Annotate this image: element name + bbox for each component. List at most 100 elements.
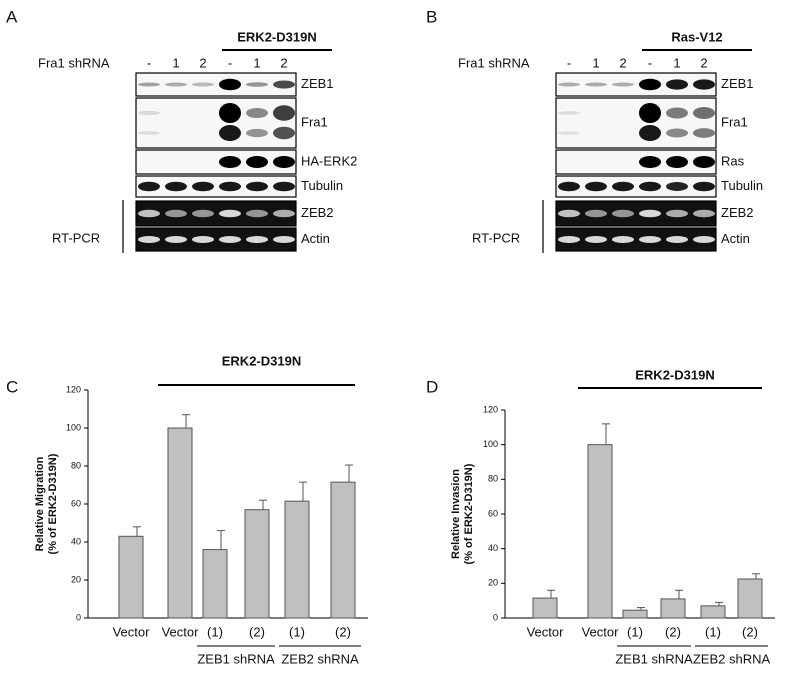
band [693,79,715,90]
band [666,128,688,138]
bar [700,605,726,619]
y-axis-label: (% of ERK2-D319N) [463,463,475,564]
panel-label: D [426,377,438,396]
band [558,209,580,218]
rt-pcr-label: RT-PCR [472,230,520,245]
lane-label: - [567,55,571,70]
y-tick-label: 100 [66,422,81,432]
blot-frame [555,200,717,227]
band [219,236,241,243]
x-tick-label: Vector [527,624,565,639]
y-tick-label: 20 [488,578,498,588]
x-tick-label: Vector [113,624,151,639]
band [558,131,580,135]
x-tick-label: (1) [289,624,305,639]
rt-pcr-label: RT-PCR [52,230,100,245]
band [558,111,580,115]
band [138,110,160,116]
y-tick-label: 100 [483,439,498,449]
x-tick-label: (1) [207,624,223,639]
y-axis-label: Relative Invasion [450,469,462,559]
group-label: ZEB1 shRNA [197,651,275,666]
band [639,78,661,91]
blot-frame [555,175,717,198]
bar [284,500,310,619]
band [639,209,661,218]
x-tick-label: (2) [249,624,265,639]
y-tick-label: 60 [71,498,81,508]
band [219,156,241,168]
bar [118,535,144,619]
band [246,236,268,243]
lane-label: - [147,55,151,70]
group-label: ZEB2 shRNA [693,651,771,666]
y-tick-label: 0 [493,612,498,622]
band [639,125,661,141]
group-label: ZEB2 shRNA [281,651,359,666]
band [612,209,634,218]
band [666,107,688,119]
band [558,236,580,243]
band [666,209,688,218]
band [639,181,661,192]
band [273,126,295,140]
condition-header: ERK2-D319N [237,29,316,44]
row-label: HA-ERK2 [301,153,357,168]
row-label: ZEB1 [301,76,334,91]
band [138,236,160,243]
blot-frame [135,72,297,97]
bar [737,578,763,619]
group-label: ZEB1 shRNA [615,651,693,666]
bar [660,598,686,619]
band [585,236,607,243]
blot-frame [135,175,297,198]
lane-label: 1 [172,55,179,70]
band [693,156,715,168]
y-tick-label: 60 [488,508,498,518]
band [192,82,214,87]
band [273,156,295,168]
band [138,181,160,192]
lane-label: 1 [673,55,680,70]
band [585,209,607,218]
bar [202,549,228,619]
blot-frame [135,227,297,252]
blot-frame [555,97,717,149]
bar [587,444,613,619]
band [273,236,295,243]
bar [532,597,558,619]
band [273,181,295,192]
band [165,236,187,243]
row-label: Actin [301,231,330,246]
y-tick-label: 40 [488,543,498,553]
blot-frame [555,149,717,175]
lane-title: Fra1 shRNA [458,55,530,70]
band [138,131,160,135]
y-tick-label: 20 [71,574,81,584]
band [246,107,268,119]
annotation: ERK2-D319N [635,367,714,382]
lane-label: 2 [199,55,206,70]
bar [330,481,356,619]
band [585,82,607,87]
band [666,182,688,191]
lane-label: 1 [253,55,260,70]
x-tick-label: (1) [627,624,643,639]
blot-frame [555,227,717,252]
band [219,78,241,91]
y-axis-label: Relative Migration [34,456,46,551]
band [219,181,241,192]
band [693,181,715,192]
panel-label: A [6,7,18,26]
band [246,209,268,218]
row-label: Tubulin [301,178,343,193]
band [192,209,214,218]
y-tick-label: 40 [71,536,81,546]
panel-label: B [426,7,437,26]
band [639,103,661,123]
lane-label: - [228,55,232,70]
x-tick-label: Vector [582,624,620,639]
band [273,105,295,121]
annotation: ERK2-D319N [222,353,301,368]
row-label: ZEB2 [721,205,754,220]
